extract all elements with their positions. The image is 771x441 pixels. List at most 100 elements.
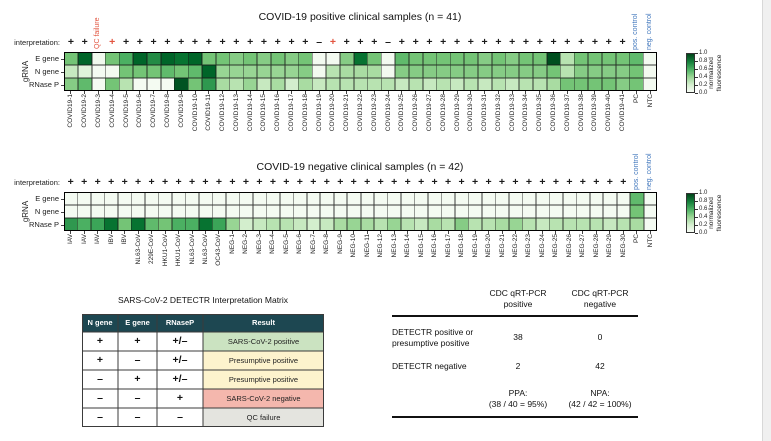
column-label: NEG-25 (552, 234, 560, 258)
heatmap-cell (312, 65, 327, 78)
heatmap-cell (279, 218, 294, 231)
heatmap-cell (132, 52, 148, 65)
matrix-symbol-cell: – (82, 408, 118, 427)
column-label: COVID19-16 (274, 94, 282, 132)
heatmap-cell (616, 218, 631, 231)
heatmap-cell (243, 65, 258, 78)
colorbar-tick-label: 0.0 (699, 230, 708, 236)
heatmap-cell (171, 192, 186, 205)
matrix-symbol-cell: +/– (157, 370, 203, 389)
column-tick (649, 231, 651, 234)
pos-control-label: pos. control (632, 13, 640, 50)
heatmap-cell (560, 52, 575, 65)
column-label: NEG-23 (525, 234, 533, 258)
colorbar-axis-label: normalized fluorescence (708, 54, 723, 92)
matrix-header-cell: E gene (118, 314, 157, 332)
heatmap-cell (326, 78, 341, 91)
column-tick (608, 91, 610, 94)
heatmap-cell (171, 218, 186, 231)
colorbar-tick-label: 0.6 (699, 206, 708, 212)
column-label: NEG-24 (538, 234, 546, 258)
heatmap-cell (576, 218, 590, 231)
column-tick (272, 231, 274, 234)
column-tick (299, 231, 301, 234)
heatmap-cell (454, 218, 469, 231)
column-tick (110, 231, 112, 234)
column-label: COVID19-30 (467, 94, 475, 132)
table-value: 42 (595, 361, 605, 371)
column-tick (84, 91, 86, 94)
column-label: COVID19-2 (81, 94, 89, 128)
heatmap-cell (144, 192, 159, 205)
column-tick (291, 91, 293, 94)
heatmap-cell (519, 78, 534, 91)
heatmap-cell (360, 192, 375, 205)
heatmap-row-label: N gene (34, 207, 59, 216)
heatmap-cell (574, 52, 589, 65)
heatmap-cell (535, 192, 550, 205)
heatmap-cell (588, 78, 603, 91)
interpretation-symbol: + (288, 36, 295, 48)
heatmap-cell (643, 65, 658, 78)
column-tick (277, 91, 279, 94)
heatmap-cell (615, 52, 630, 65)
heatmap-cell (387, 205, 402, 218)
column-label: OC43-CoV (215, 234, 223, 266)
heatmap-cell (477, 78, 492, 91)
table-value: 38 (513, 332, 523, 342)
column-tick (153, 91, 155, 94)
row-tick (61, 211, 64, 213)
interpretation-symbol: + (269, 176, 276, 188)
column-label: NL63-CoV (134, 234, 142, 265)
heatmap-cell (225, 192, 240, 205)
colorbar-tick-label: 0.8 (699, 198, 708, 204)
heatmap-cell (549, 192, 564, 205)
page-edge (762, 0, 771, 441)
heatmap-cell (400, 218, 415, 231)
heatmap-cell (588, 65, 603, 78)
heatmap-cell (158, 192, 173, 205)
column-tick (231, 231, 233, 234)
column-label: NEG-8 (323, 234, 331, 254)
heatmap-cell (643, 205, 658, 218)
heatmap-cell (266, 205, 281, 218)
heatmap-cell (454, 205, 469, 218)
interpretation-symbol: + (202, 176, 209, 188)
heatmap-cell (414, 192, 429, 205)
heatmap-cell (450, 78, 465, 91)
interpretation-symbol: + (122, 36, 130, 48)
column-label: COVID19-6 (136, 94, 144, 128)
interpretation-symbol: + (323, 176, 330, 188)
column-label: 229E-CoV (148, 234, 156, 264)
heatmap-cell (481, 218, 496, 231)
column-tick (151, 231, 153, 234)
heatmap-cell (131, 218, 146, 231)
heatmap-cell (414, 205, 429, 218)
heatmap-cell (225, 218, 240, 231)
interpretation-symbol: + (302, 36, 309, 48)
heatmap-cell (360, 218, 375, 231)
column-label: COVID19-18 (301, 94, 309, 132)
column-tick (447, 231, 449, 234)
column-label: HKU1-CoV (161, 234, 169, 267)
colorbar-tick (695, 224, 698, 226)
column-label: COVID19-17 (288, 94, 296, 132)
heatmap-cell (481, 192, 496, 205)
row-tick (61, 224, 64, 226)
heatmap-cell (601, 52, 617, 65)
column-label: NEG-16 (431, 234, 439, 258)
table-footer: PPA: (38 / 40 = 95%) (488, 388, 548, 409)
heatmap-cell (532, 65, 548, 78)
interpretation-symbol: + (536, 36, 543, 48)
heatmap-cell (174, 52, 189, 65)
table-row-label: DETECTR negative (392, 361, 467, 371)
column-label: COVID19-39 (591, 94, 599, 132)
heatmap-cell (298, 78, 313, 91)
column-tick (178, 231, 180, 234)
column-label: NEG-18 (458, 234, 466, 258)
interpretation-symbol: + (296, 176, 303, 188)
column-tick (360, 91, 361, 94)
heatmap-cell (64, 205, 78, 218)
heatmap-cell (284, 52, 299, 65)
interpretation-symbol: + (606, 176, 613, 188)
